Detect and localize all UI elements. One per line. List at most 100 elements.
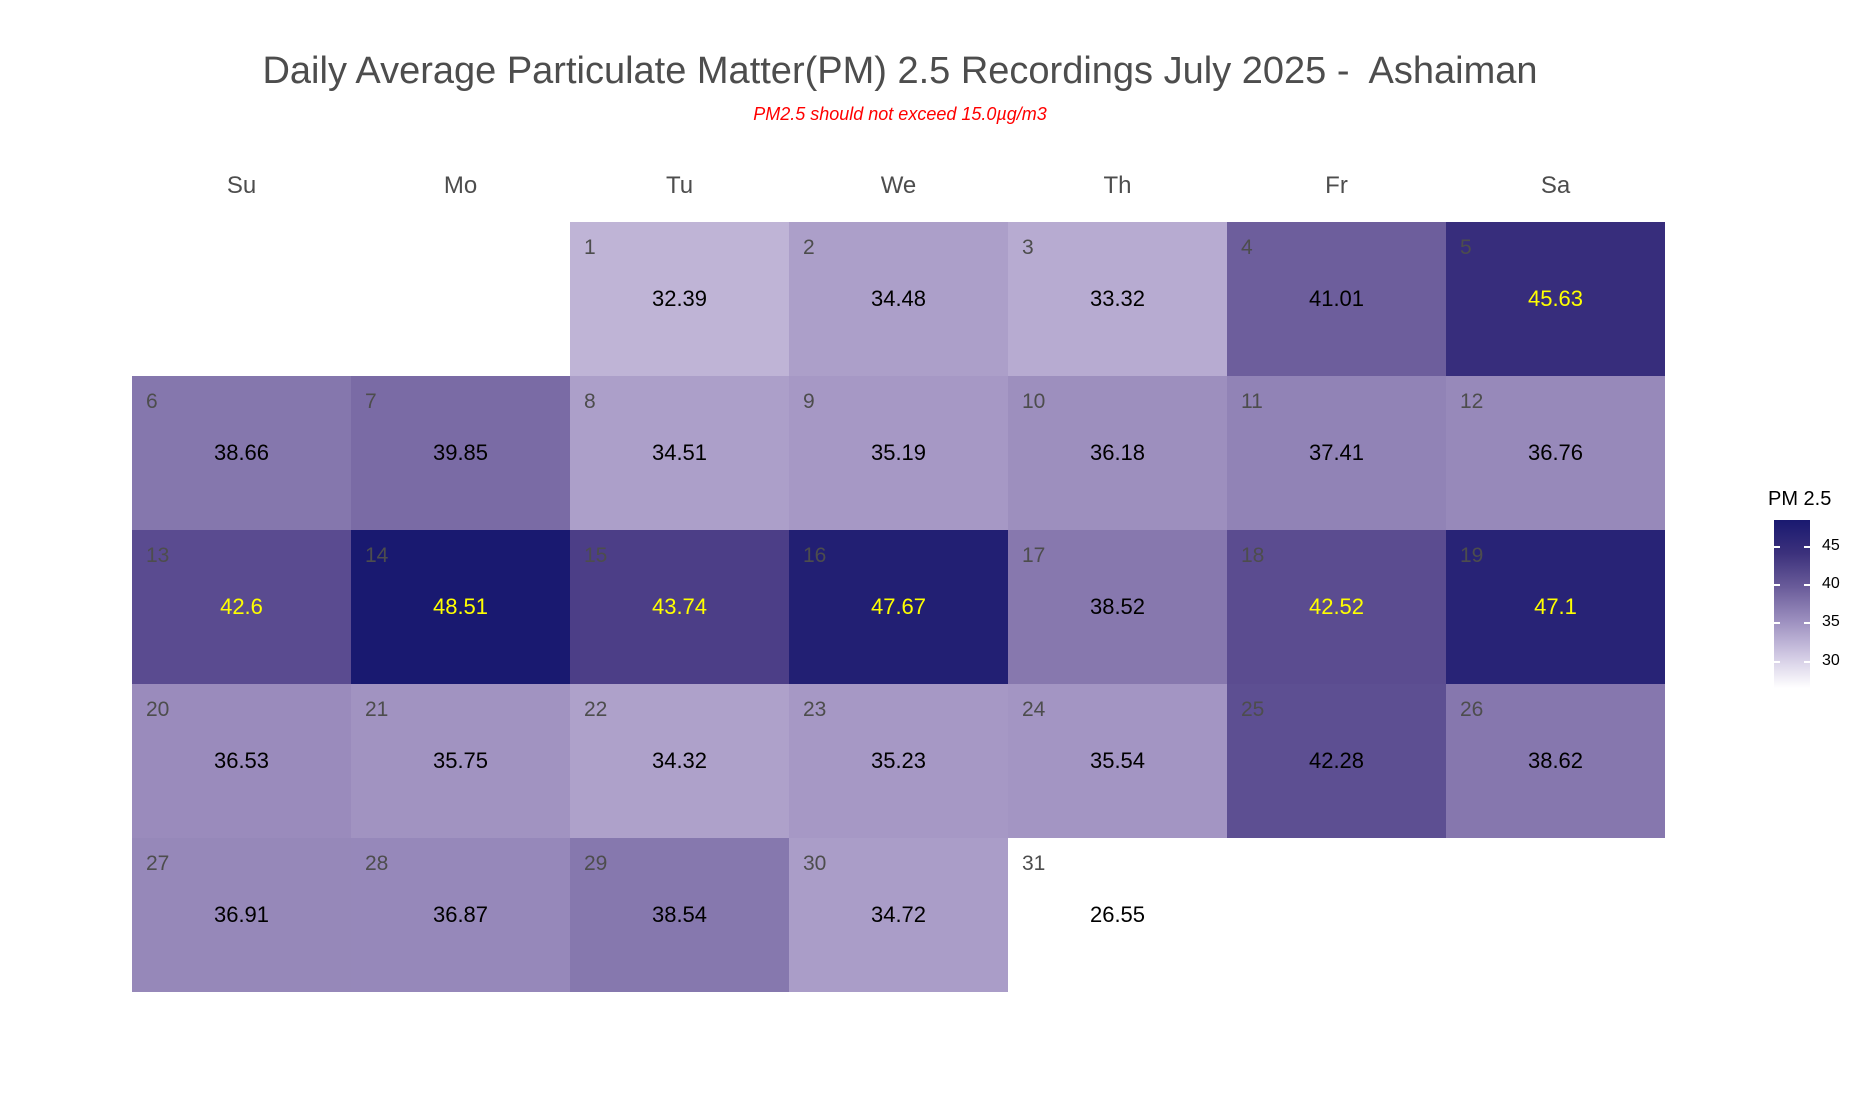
legend-tick-label: 30	[1822, 651, 1840, 669]
calendar-cell: 13 42.6	[132, 530, 351, 684]
day-number: 14	[365, 544, 389, 567]
pm-value-label: 37.41	[1308, 440, 1365, 465]
legend-tick-mark	[1774, 622, 1780, 625]
legend-tick-mark	[1804, 584, 1810, 587]
pm-value-label: 35.54	[1089, 748, 1146, 773]
day-number: 17	[1022, 544, 1046, 567]
day-number: 20	[146, 698, 170, 721]
pm-value-label: 34.48	[870, 286, 927, 311]
day-number: 23	[803, 698, 827, 721]
pm-value-label: 35.23	[870, 748, 927, 773]
pm-value-label: 47.1	[1534, 594, 1577, 619]
pm-value-label: 35.19	[870, 440, 927, 465]
pm-value-label: 42.6	[220, 594, 263, 619]
calendar-cell: 17 38.52	[1008, 530, 1227, 684]
calendar-cell: 22 34.32	[570, 684, 789, 838]
day-number: 7	[365, 390, 377, 413]
legend-tick-mark	[1774, 584, 1780, 587]
day-number: 25	[1241, 698, 1265, 721]
calendar-cell: 27 36.91	[132, 838, 351, 992]
calendar-cell: 5 45.63	[1446, 222, 1665, 376]
pm-value-label: 47.67	[870, 594, 927, 619]
legend-colorbar	[1774, 520, 1810, 688]
pm-value-label: 36.53	[213, 748, 270, 773]
day-number: 26	[1460, 698, 1484, 721]
calendar-cell: 2 34.48	[789, 222, 1008, 376]
day-number: 10	[1022, 390, 1046, 413]
day-number: 29	[584, 852, 608, 875]
pm-value-label: 39.85	[432, 440, 489, 465]
legend-tick-mark	[1774, 660, 1780, 663]
pm-value-label: 36.87	[432, 902, 489, 927]
day-number: 27	[146, 852, 170, 875]
legend-tick-mark	[1804, 545, 1810, 548]
pm-value-label: 36.76	[1527, 440, 1584, 465]
day-number: 9	[803, 390, 815, 413]
weekday-label: Tu	[665, 172, 694, 199]
day-number: 8	[584, 390, 596, 413]
pm-value-label: 36.18	[1089, 440, 1146, 465]
calendar-cell: 12 36.76	[1446, 376, 1665, 530]
legend-tick-mark	[1774, 545, 1780, 548]
pm-value-label: 42.52	[1308, 594, 1365, 619]
day-number: 2	[803, 236, 815, 259]
day-number: 5	[1460, 236, 1472, 259]
day-number: 3	[1022, 236, 1034, 259]
calendar-cell: 24 35.54	[1008, 684, 1227, 838]
calendar-cell: 23 35.23	[789, 684, 1008, 838]
day-number: 6	[146, 390, 158, 413]
calendar-cell: 21 35.75	[351, 684, 570, 838]
pm-value-label: 34.51	[651, 440, 708, 465]
day-number: 4	[1241, 236, 1253, 259]
legend-tick-mark	[1804, 660, 1810, 663]
chart-subtitle: PM2.5 should not exceed 15.0µg/m3	[753, 104, 1047, 124]
calendar-cell: 31 26.55	[1008, 838, 1227, 992]
day-number: 1	[584, 236, 596, 259]
calendar-cell: 30 34.72	[789, 838, 1008, 992]
legend-tick-label: 40	[1822, 575, 1840, 593]
day-number: 31	[1022, 852, 1046, 875]
weekday-label: Sa	[1540, 172, 1571, 199]
legend-tick-mark	[1804, 622, 1810, 625]
calendar-cell: 10 36.18	[1008, 376, 1227, 530]
calendar-cell: 26 38.62	[1446, 684, 1665, 838]
day-number: 19	[1460, 544, 1484, 567]
pm-value-label: 34.32	[651, 748, 708, 773]
calendar-cell: 20 36.53	[132, 684, 351, 838]
calendar-cell: 15 43.74	[570, 530, 789, 684]
pm-value-label: 45.63	[1527, 286, 1584, 311]
pm-value-label: 26.55	[1089, 902, 1146, 927]
day-number: 11	[1241, 390, 1263, 413]
day-number: 22	[584, 698, 608, 721]
pm-value-label: 36.91	[213, 902, 270, 927]
day-number: 28	[365, 852, 389, 875]
day-number: 18	[1241, 544, 1265, 567]
weekday-label: Su	[226, 172, 257, 199]
weekday-label: Mo	[443, 172, 478, 199]
day-number: 16	[803, 544, 827, 567]
legend-tick-label: 35	[1822, 613, 1840, 631]
pm-value-label: 33.32	[1089, 286, 1146, 311]
calendar-cell: 14 48.51	[351, 530, 570, 684]
pm-value-label: 38.66	[213, 440, 270, 465]
weekday-label: Fr	[1325, 172, 1348, 199]
calendar-cell: 25 42.28	[1227, 684, 1446, 838]
day-number: 12	[1460, 390, 1484, 413]
calendar-cell: 19 47.1	[1446, 530, 1665, 684]
calendar-cell: 9 35.19	[789, 376, 1008, 530]
day-number: 30	[803, 852, 827, 875]
weekday-label: Th	[1103, 172, 1132, 199]
day-number: 24	[1022, 698, 1046, 721]
pm-value-label: 48.51	[432, 594, 489, 619]
pm-value-label: 41.01	[1308, 286, 1365, 311]
pm-value-label: 43.74	[651, 594, 708, 619]
calendar-cell: 6 38.66	[132, 376, 351, 530]
pm-value-label: 38.62	[1527, 748, 1584, 773]
day-number: 15	[584, 544, 608, 567]
day-number: 13	[146, 544, 170, 567]
calendar-cell: 8 34.51	[570, 376, 789, 530]
legend-title: PM 2.5	[1768, 488, 1832, 510]
legend-tick-label: 45	[1822, 536, 1840, 554]
pm-value-label: 38.54	[651, 902, 708, 927]
chart-title: Daily Average Particulate Matter(PM) 2.5…	[262, 50, 1538, 92]
